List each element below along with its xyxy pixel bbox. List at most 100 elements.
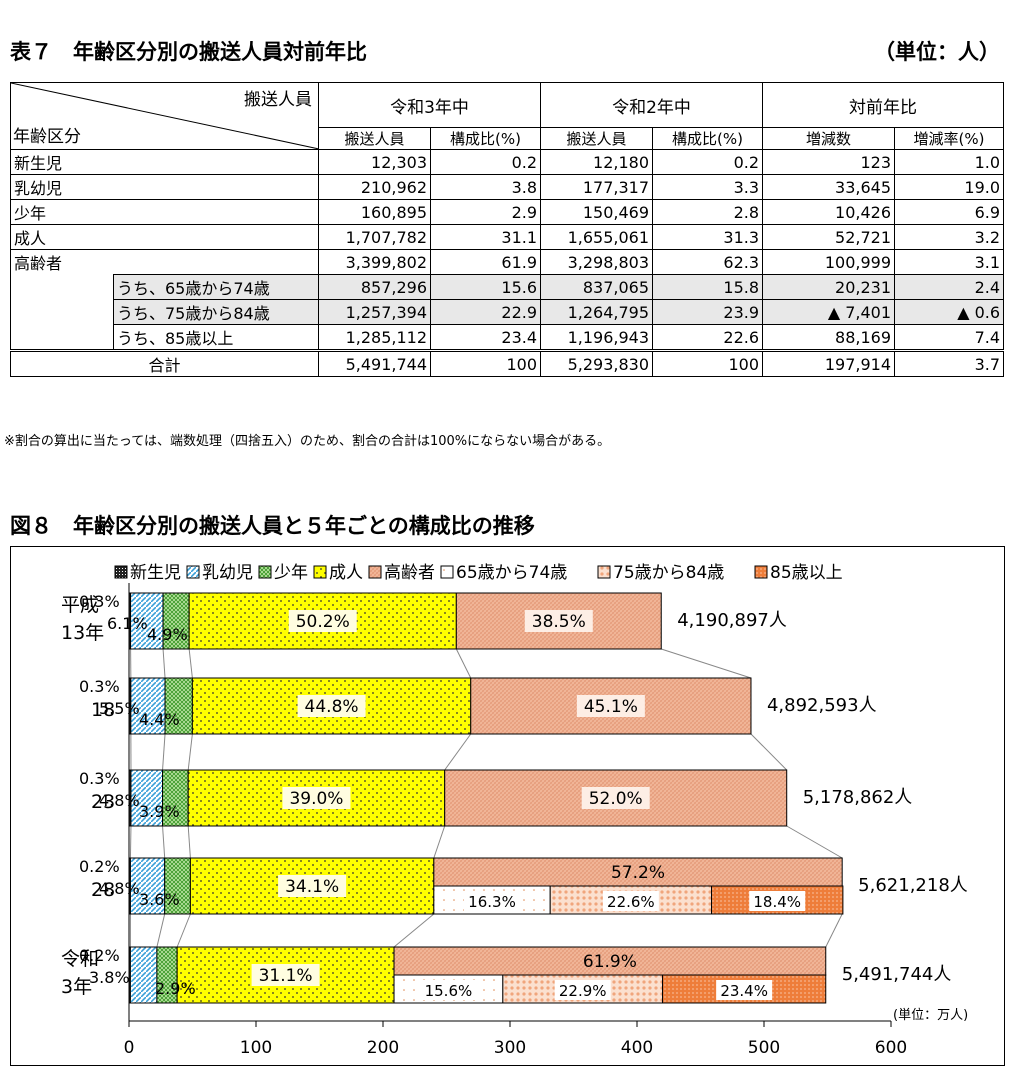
bar-label-bg: [581, 787, 650, 809]
bar-segment-高齢者: [393, 946, 827, 976]
x-tick-label: 200: [367, 1038, 399, 1058]
legend-swatch: [114, 565, 128, 579]
legend-swatch: [313, 565, 327, 579]
connector-line: [433, 825, 446, 859]
bar-segment-乳幼児: [129, 857, 166, 915]
cell: 1,285,112: [318, 324, 431, 351]
cell: 1,257,394: [318, 299, 431, 325]
cell: 61.9: [429, 249, 542, 275]
connector-line: [129, 825, 132, 859]
data-label-elderly: 45.1%: [584, 697, 638, 717]
bar-label-bg: [524, 610, 593, 632]
subheader: 増減数: [762, 127, 896, 150]
category-label: 平成: [61, 594, 99, 616]
table-unit: （単位：人）: [874, 40, 1000, 64]
cell: 23.9: [652, 299, 764, 325]
cell: 3.2: [894, 224, 1005, 250]
data-label-newborn: 0.2%: [79, 857, 120, 876]
x-tick-label: 600: [875, 1038, 907, 1058]
data-label-youth: 2.9%: [155, 979, 196, 998]
connector-line: [750, 733, 788, 771]
connector-line: [162, 733, 166, 771]
category-label: 23: [91, 791, 115, 813]
cell: 15.8: [652, 274, 764, 300]
bar-label-bg: [251, 964, 320, 986]
category-label: 28: [91, 879, 115, 901]
cell: 1.0: [894, 149, 1005, 175]
cell: 150,469: [540, 199, 654, 225]
bar-sublabel: 15.6%: [425, 982, 473, 1000]
corner-top-label: 搬送人員: [244, 90, 312, 110]
bar-total-label: 5,178,862人: [803, 787, 913, 808]
bar-segment-乳幼児: [129, 946, 158, 1004]
row-label: 新生児: [10, 149, 319, 175]
connector-line: [786, 825, 843, 859]
cell: 1,196,943: [540, 324, 654, 351]
bar-label-bg: [297, 695, 366, 717]
group-header-yoy: 対前年比: [762, 82, 1005, 128]
legend-swatch: [754, 565, 768, 579]
connector-line: [187, 733, 193, 771]
bar-segment-少年: [162, 769, 189, 827]
cell: 3,399,802: [318, 249, 431, 275]
bar-segment-少年: [162, 592, 190, 650]
legend-swatch: [368, 565, 382, 579]
data-label-elderly: 52.0%: [589, 789, 643, 809]
bar-label-bg: [464, 891, 521, 911]
cell: 62.3: [652, 249, 764, 275]
subheader: 構成比(%): [652, 127, 764, 150]
cell: 3,298,803: [540, 249, 654, 275]
bar-total-label: 5,621,218人: [858, 875, 968, 896]
legend-label: 高齢者: [384, 563, 435, 583]
cell: 12,180: [540, 149, 654, 175]
data-label-youth: 4.4%: [139, 710, 180, 729]
subheader: 増減率(%): [894, 127, 1005, 150]
cell: 88,169: [762, 324, 896, 351]
bar-label-bg: [749, 891, 806, 911]
cell: 15.6: [429, 274, 542, 300]
table-subrow: うち、75歳から84歳 1,257,394 22.9 1,264,795 23.…: [10, 299, 1005, 325]
subrow-label: うち、65歳から74歳: [113, 274, 319, 300]
cell: 7.4: [894, 324, 1005, 351]
row-label: 成人: [10, 224, 319, 250]
cell: 19.0: [894, 174, 1005, 200]
cell: 177,317: [540, 174, 654, 200]
x-tick-label: 500: [748, 1038, 780, 1058]
legend-label: 85歳以上: [770, 563, 843, 583]
figure-title: 図８ 年齢区分別の搬送人員と５年ごとの構成比の推移: [10, 514, 535, 538]
legend-label: 75歳から84歳: [613, 563, 724, 583]
bar-sublabel: 22.6%: [607, 893, 655, 911]
legend-swatch: [186, 565, 200, 579]
connector-line: [162, 648, 166, 679]
data-label-infant: 6.1%: [107, 614, 148, 633]
category-label: 令和: [61, 948, 99, 970]
bar-label-bg: [602, 891, 659, 911]
subrow-label: うち、75歳から84歳: [113, 299, 319, 325]
bar-sublabel: 16.3%: [468, 893, 516, 911]
unit-label: (単位：万人): [893, 1007, 968, 1023]
data-label-elderly: 61.9%: [583, 952, 637, 972]
row-label: 乳幼児: [10, 174, 319, 200]
table-subrow: うち、65歳から74歳 857,296 15.6 837,065 15.8 20…: [10, 274, 1005, 300]
cell: 2.4: [894, 274, 1005, 300]
cell: 5,491,744: [318, 349, 431, 377]
row-label: 少年: [10, 199, 319, 225]
connector-line: [187, 825, 191, 859]
bar-total-label: 4,892,593人: [767, 695, 877, 716]
category-label: 3年: [61, 976, 92, 998]
cell: 22.6: [652, 324, 764, 351]
cell: 160,895: [318, 199, 431, 225]
data-label-youth: 4.9%: [147, 625, 188, 644]
cell: 100: [429, 349, 542, 377]
indent-cell: [10, 299, 114, 325]
cell: 0.2: [652, 149, 764, 175]
legend-swatch: [258, 565, 272, 579]
cell: 5,293,830: [540, 349, 654, 377]
cell: ▲ 0.6: [894, 299, 1005, 325]
cell: 31.3: [652, 224, 764, 250]
group-header-r2: 令和2年中: [540, 82, 764, 128]
bar-label-bg: [716, 980, 773, 1000]
connector-line: [162, 825, 166, 859]
x-tick-label: 400: [621, 1038, 653, 1058]
cell: 20,231: [762, 274, 896, 300]
